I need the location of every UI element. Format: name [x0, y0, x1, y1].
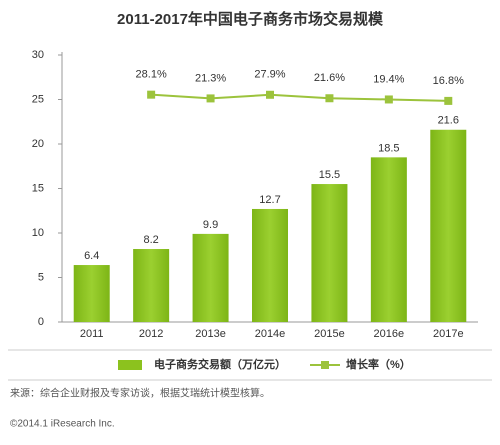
data-label: 16.8%	[433, 75, 464, 87]
y-tick-label: 25	[32, 93, 44, 105]
line	[151, 93, 449, 102]
bar	[73, 265, 110, 322]
data-label: 21.6%	[314, 72, 345, 84]
x-tick-label: 2017e	[433, 328, 464, 340]
bar	[133, 249, 170, 322]
data-label: 21.6	[438, 115, 459, 127]
data-label: 27.9%	[254, 69, 285, 81]
x-tick-label: 2014e	[255, 328, 286, 340]
data-label: 8.2	[143, 234, 158, 246]
data-label: 18.5	[378, 142, 399, 154]
line-marker	[266, 90, 274, 99]
x-tick-label: 2011	[80, 328, 104, 340]
bar	[430, 129, 467, 322]
y-tick-label: 15	[32, 182, 44, 194]
bar	[192, 233, 229, 322]
source-note: 来源：综合企业财报及专家访谈，根据艾瑞统计模型核算。	[10, 387, 270, 400]
data-label: 9.9	[203, 219, 218, 231]
chart-title: 2011-2017年中国电子商务市场交易规模	[117, 10, 384, 28]
legend-label: 增长率（%）	[346, 357, 411, 371]
y-tick-label: 0	[38, 316, 44, 328]
data-label: 6.4	[84, 250, 99, 262]
y-tick-label: 5	[38, 271, 44, 283]
bar	[252, 208, 288, 322]
legend-swatch	[118, 360, 142, 370]
data-label: 15.5	[319, 169, 340, 181]
x-tick-label: 2012	[139, 328, 163, 340]
line-marker	[444, 96, 453, 105]
data-label: 21.3%	[195, 72, 226, 84]
line-marker	[147, 90, 156, 99]
x-tick-label: 2016e	[374, 328, 405, 340]
line-marker	[325, 94, 334, 103]
line-marker	[384, 95, 393, 104]
data-label: 28.1%	[136, 69, 167, 81]
data-label: 12.7	[259, 194, 280, 206]
y-tick-label: 10	[32, 227, 44, 239]
legend-label: 电子商务交易额（万亿元）	[154, 357, 286, 371]
x-tick-label: 2015e	[314, 328, 345, 340]
y-tick-label: 30	[32, 49, 44, 61]
data-label: 19.4%	[373, 73, 404, 85]
line-marker	[206, 94, 215, 103]
x-tick-label: 2013e	[195, 328, 226, 340]
legend-swatch	[321, 361, 329, 369]
y-tick-label: 20	[32, 138, 44, 150]
copyright: ©2014.1 iResearch Inc.	[10, 419, 115, 430]
bar	[311, 184, 348, 322]
bar	[370, 157, 407, 322]
